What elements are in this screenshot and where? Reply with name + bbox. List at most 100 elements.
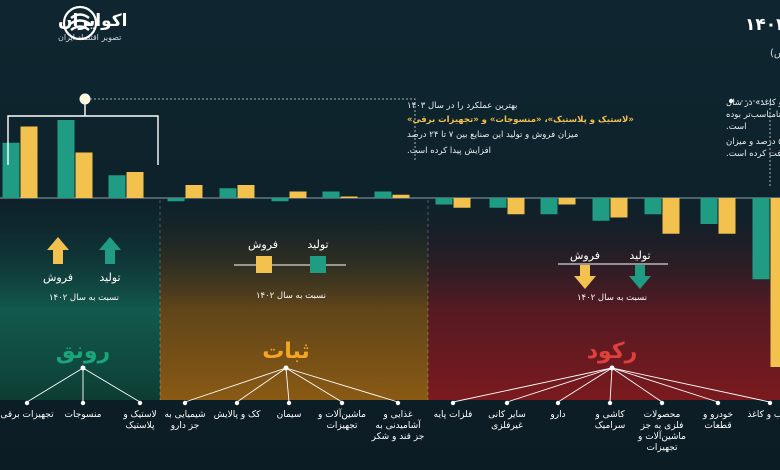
- sell-bar-5: [289, 191, 307, 198]
- stable-prod-swatch: [310, 256, 326, 273]
- boom-panel: [0, 200, 160, 400]
- stable-prod-label: تولید: [307, 238, 328, 251]
- category-label: لاستیک و پلاستیک: [122, 410, 156, 431]
- prod-bar-3: [167, 198, 185, 202]
- prod-bar-5: [271, 198, 289, 202]
- wood-note-line1: وضعیت صنعت «چوب و کاغذ» در سال: [726, 98, 780, 108]
- stable-panel: [160, 200, 428, 400]
- recess-connector: [609, 367, 613, 403]
- recess-connector-dot: [555, 400, 561, 406]
- category-label: دارو: [549, 410, 565, 420]
- boom-connector-dot: [24, 400, 30, 406]
- sell-bar-13: [718, 198, 736, 234]
- sell-bar-10: [558, 198, 576, 205]
- sell-bar-11: [610, 198, 628, 218]
- category-label: تجهیزات برقی: [0, 410, 54, 420]
- category-label: کک و پالایش: [214, 410, 261, 420]
- sell-bar-9: [507, 198, 525, 215]
- boom-legend: فروش تولید نسبت به سال ۱۴۰۲: [43, 237, 121, 303]
- wood-note-line3: است.: [726, 122, 747, 132]
- category-label: سایر کانی غیرفلزی: [488, 410, 526, 431]
- stable-legend: فروش تولید نسبت به سال ۱۴۰۲: [234, 238, 346, 301]
- stable-connector-dot: [234, 400, 240, 406]
- recess-connector: [557, 367, 613, 403]
- boom-note: بهترین عملکرد را در سال ۱۴۰۳ «لاستیک و پ…: [407, 101, 634, 156]
- boom-callout-line: [90, 98, 416, 160]
- recess-connector: [611, 367, 719, 403]
- stable-connector: [285, 367, 399, 403]
- sell-bar-7: [392, 194, 410, 198]
- category-label: غذایی و آشامیدنی به جز قند و شکر: [371, 410, 425, 442]
- prod-bar-13: [700, 198, 718, 224]
- stable-sell-swatch: [256, 256, 272, 273]
- recess-connector-dot: [450, 400, 456, 406]
- sell-bar-4: [237, 185, 255, 198]
- recess-connector: [611, 367, 771, 403]
- category-label: چوب و کاغذ: [747, 410, 780, 420]
- stable-connector-dot: [395, 400, 401, 406]
- bars-layer: [2, 120, 780, 367]
- prod-bar-8: [435, 198, 453, 205]
- page-title: رشد سالانه تولید و فروش اجزای بخش صنعت د…: [745, 15, 780, 35]
- wood-note-line2: ۱۴۰۳ نسبت به سایر صنایع نامناسب‌تر بوده: [726, 110, 780, 120]
- fan-connectors: [24, 365, 773, 406]
- category-label: خودرو و قطعات: [702, 410, 733, 431]
- wood-callout-line: [733, 100, 771, 188]
- prod-up-arrow-icon: [99, 237, 121, 264]
- stable-connector-dot: [286, 400, 292, 406]
- category-labels: تجهیزات برقی منسوجات لاستیک و پلاستیک شیمیای…: [0, 408, 780, 453]
- sell-bar-12: [662, 198, 680, 234]
- boom-connector-dot: [80, 400, 86, 406]
- category-label: کاشی و سرامیک: [594, 410, 625, 431]
- page-subtitle: (واحد: درصد) (منبع: مرکز پژوهش‌های مجلس): [770, 48, 780, 59]
- category-label: منسوجات: [65, 410, 102, 420]
- boom-connector-dot: [137, 400, 143, 406]
- category-label: سیمان: [277, 410, 302, 420]
- prod-bar-1: [57, 120, 75, 198]
- recess-connector: [611, 367, 663, 403]
- sell-bar-0: [20, 126, 38, 198]
- stable-connector: [236, 367, 287, 403]
- sell-down-arrow-icon: [574, 265, 596, 289]
- sell-bar-1: [75, 152, 93, 198]
- prod-bar-9: [489, 198, 507, 208]
- recess-connector-dot: [659, 400, 665, 406]
- boom-note-line1: بهترین عملکرد را در سال ۱۴۰۳: [407, 101, 517, 111]
- category-label: فلزات پایه: [434, 410, 473, 420]
- boom-note-line4: افزایش پیدا کرده است.: [407, 146, 491, 156]
- boom-prod-label: تولید: [99, 271, 120, 284]
- sell-bar-6: [340, 196, 358, 198]
- sell-up-arrow-icon: [47, 237, 69, 264]
- recess-connector: [506, 367, 613, 403]
- bracket-dot: [79, 93, 91, 105]
- recess-prod-label: تولید: [629, 249, 650, 262]
- wood-note-line4: میزان فروش این صنعت ۵۲ درصد و میزان: [726, 137, 780, 147]
- recess-base-label: نسبت به سال ۱۴۰۲: [577, 293, 647, 303]
- recess-connector: [452, 367, 613, 403]
- prod-bar-2: [108, 175, 126, 198]
- prod-bar-10: [540, 198, 558, 215]
- sell-bar-8: [453, 198, 471, 208]
- prod-bar-11: [592, 198, 610, 221]
- boom-connector: [26, 367, 84, 403]
- boom-connector: [82, 367, 141, 403]
- sell-bar-14: [770, 198, 780, 367]
- recess-connector-dot: [504, 400, 510, 406]
- stable-connector: [285, 367, 290, 403]
- stable-connector: [184, 367, 287, 403]
- ecoiran-logo-icon: [62, 5, 98, 41]
- stable-sell-label: فروش: [248, 238, 278, 251]
- boom-base-label: نسبت به سال ۱۴۰۲: [49, 293, 119, 303]
- prod-bar-4: [219, 188, 237, 198]
- stable-connector-dot: [182, 400, 188, 406]
- sell-bar-2: [126, 172, 144, 198]
- recess-legend: فروش تولید نسبت به سال ۱۴۰۲: [558, 249, 668, 303]
- recess-sell-label: فروش: [570, 249, 600, 262]
- recess-connector-dot: [607, 400, 613, 406]
- brand: اکوایران تصویر اقتصاد ایران: [58, 5, 128, 42]
- boom-group-title: رونق: [56, 339, 110, 364]
- recess-connector-dot: [767, 400, 773, 406]
- boom-note-line2: «لاستیک و پلاستیک»، «منسوجات» و «تجهیزات…: [407, 115, 634, 125]
